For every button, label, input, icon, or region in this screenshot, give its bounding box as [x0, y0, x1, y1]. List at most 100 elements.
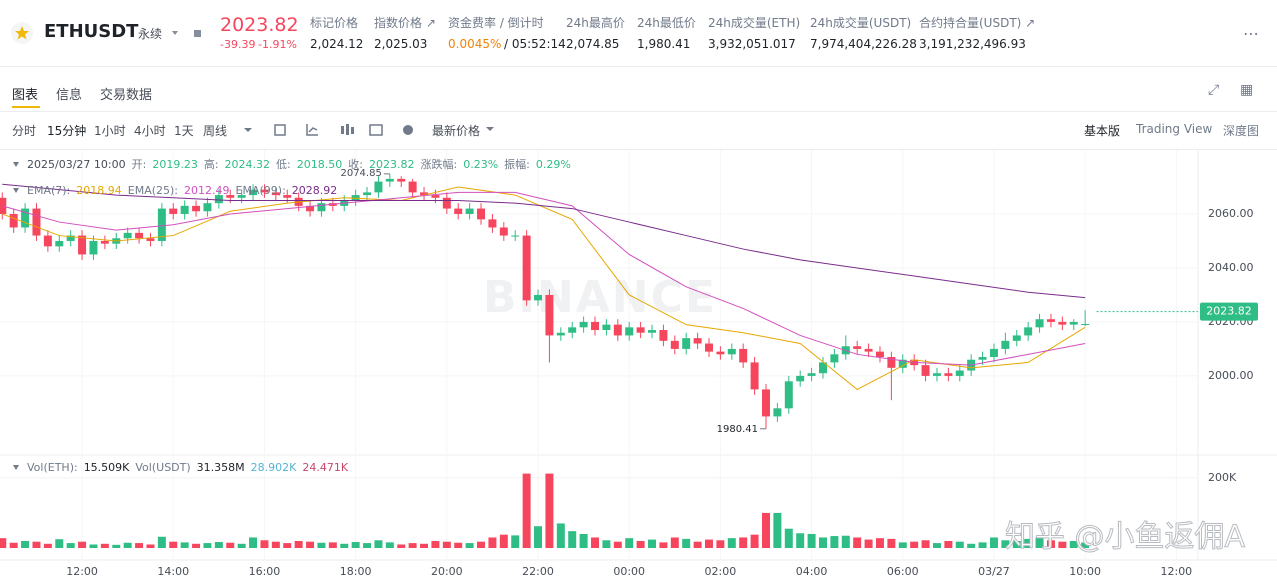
volume-bar [534, 526, 543, 548]
candle-body [989, 348, 998, 358]
volume-bar [693, 541, 702, 548]
volume-bar [989, 537, 998, 548]
volume-bar [283, 543, 292, 548]
candle-body [135, 232, 144, 239]
legend-text: 2023.82 [369, 158, 415, 171]
more-button[interactable]: ⋯ [1243, 24, 1259, 43]
interval-button[interactable]: 1天 [174, 124, 194, 138]
volume-bar [385, 542, 394, 548]
candle-body [522, 235, 531, 301]
interval-button[interactable]: 15分钟 [47, 124, 87, 138]
candle-body [727, 348, 736, 355]
high-annotation: 2074.85 [340, 168, 381, 179]
candle-body [556, 332, 565, 336]
legend-text: 0.29% [536, 158, 571, 171]
volume-bar [237, 543, 246, 548]
favorite-button[interactable] [11, 22, 33, 44]
candle-body [1081, 324, 1090, 326]
interval-button[interactable]: 周线 [203, 124, 228, 138]
candle-body [260, 189, 269, 193]
tab[interactable]: 图表 [12, 88, 39, 103]
x-tick-label: 10:00 [1069, 565, 1101, 578]
x-tick-label: 16:00 [249, 565, 281, 578]
legend-text: 15.509K [84, 461, 130, 474]
candle-body [180, 205, 189, 214]
candle-body [100, 240, 109, 244]
candle-body [499, 227, 508, 236]
layout-button[interactable]: ▦ [1240, 82, 1254, 98]
stat-value: 1,980.41 [637, 37, 691, 51]
candle-body [283, 195, 292, 198]
candle-body [750, 362, 759, 390]
volume-bar [135, 543, 144, 548]
candle-body [875, 351, 884, 358]
price-type-select[interactable]: 最新价格 [432, 124, 481, 138]
legend-text: 0.23% [463, 158, 498, 171]
tab[interactable]: 交易数据 [100, 88, 153, 103]
stat-label: 指数价格 ↗ [374, 16, 436, 30]
view-button[interactable]: 深度图 [1223, 124, 1260, 138]
candle-body [66, 235, 75, 241]
volume-bar [887, 538, 896, 548]
volume-bar [556, 523, 565, 548]
candle-body [818, 362, 827, 374]
candle-body [43, 235, 52, 247]
stat-value: 0.0045% [448, 37, 502, 51]
candle-body [374, 181, 383, 193]
view-button[interactable]: 基本版 [1084, 124, 1121, 138]
volume-bar [1069, 540, 1078, 548]
candle-body [306, 205, 315, 212]
volume-bar [784, 528, 793, 548]
candle-body [1069, 321, 1078, 325]
candle-body [705, 343, 713, 352]
candle-body [602, 324, 611, 331]
candle-body [693, 338, 702, 344]
legend-text: 涨跌幅: [420, 157, 457, 171]
legend-toggle [13, 465, 19, 470]
legend-text: 2025/03/27 10:00 [27, 158, 126, 171]
volume-bar [465, 543, 474, 548]
legend-text: 24.471K [302, 461, 348, 474]
legend-text: 2012.49 [184, 184, 230, 197]
volume-bar [442, 541, 451, 548]
x-tick-label: 03/27 [978, 565, 1010, 578]
candle-body [773, 408, 782, 417]
volume-bar [796, 533, 805, 548]
volume-bar [875, 538, 884, 548]
candle-body [921, 365, 930, 376]
candle-body [1046, 319, 1055, 322]
volume-bar [944, 540, 953, 548]
x-tick-label: 20:00 [431, 565, 463, 578]
candle-body [568, 327, 577, 333]
y-tick-label: 2000.00 [1208, 369, 1254, 382]
volume-bar [773, 512, 782, 548]
volume-bar [363, 543, 372, 548]
candle-body [226, 195, 235, 198]
candle-body [648, 330, 656, 333]
volume-bar [499, 534, 508, 548]
tab[interactable]: 信息 [56, 88, 83, 103]
ema-line [2, 186, 1086, 391]
expand-button[interactable]: ⤢ [1208, 82, 1220, 98]
low-annotation: 1980.41 [717, 424, 758, 435]
interval-button[interactable]: 1小时 [94, 124, 126, 138]
y-tick-label: 2060.00 [1208, 207, 1254, 220]
chart: BINANCE2000.002020.002040.002060.0012:00… [0, 150, 1277, 578]
volume-bar [112, 544, 121, 548]
interval-button[interactable]: 4小时 [134, 124, 166, 138]
volume-bar [100, 543, 109, 548]
volume-bar [739, 537, 748, 548]
interval-button[interactable]: 分时 [12, 124, 37, 138]
volume-bar [374, 540, 383, 548]
view-button[interactable]: Trading View [1136, 122, 1213, 136]
x-tick-label: 02:00 [705, 565, 737, 578]
volume-bar [351, 542, 360, 548]
candle-body [944, 373, 953, 376]
volume-bar [306, 541, 315, 548]
candle-body [830, 354, 839, 363]
candle-body [1035, 319, 1044, 328]
y-tick-label: 2040.00 [1208, 261, 1254, 274]
symbol[interactable]: ETHUSDT [44, 21, 139, 42]
x-tick-label: 12:00 [66, 565, 98, 578]
